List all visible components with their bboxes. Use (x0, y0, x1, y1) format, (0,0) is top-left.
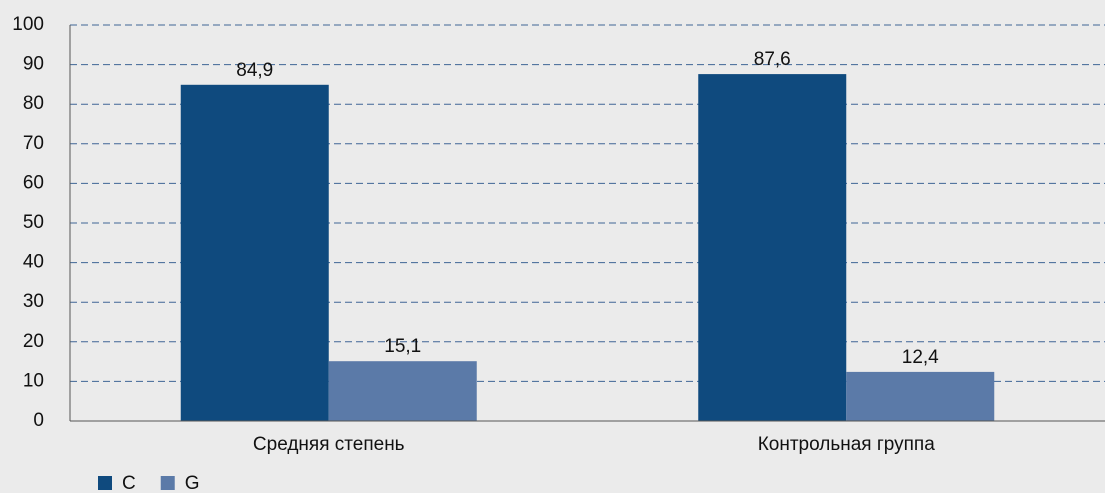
y-tick-label: 90 (23, 54, 44, 75)
legend-label: C (122, 473, 136, 493)
value-label: 87,6 (754, 49, 791, 70)
bar (846, 371, 995, 421)
legend-swatch (98, 476, 112, 490)
y-tick-label: 20 (23, 331, 44, 352)
y-tick-label: 0 (33, 410, 44, 431)
bar (180, 84, 329, 422)
y-tick-label: 10 (23, 370, 44, 391)
legend-label: G (185, 473, 200, 493)
x-tick-label: Контрольная группа (758, 434, 936, 455)
legend-swatch (160, 476, 175, 490)
value-label: 15,1 (384, 336, 421, 357)
x-tick-label: Средняя степень (253, 434, 405, 455)
y-tick-label: 60 (23, 172, 44, 193)
bar (328, 361, 477, 421)
y-tick-label: 80 (23, 93, 44, 114)
y-tick-label: 30 (23, 291, 44, 312)
y-tick-label: 40 (23, 252, 44, 273)
y-tick-label: 50 (23, 212, 44, 233)
value-label: 12,4 (902, 347, 939, 368)
y-tick-label: 70 (23, 133, 44, 154)
value-label: 84,9 (236, 60, 273, 81)
y-tick-label: 100 (12, 14, 44, 35)
bar (698, 74, 847, 421)
